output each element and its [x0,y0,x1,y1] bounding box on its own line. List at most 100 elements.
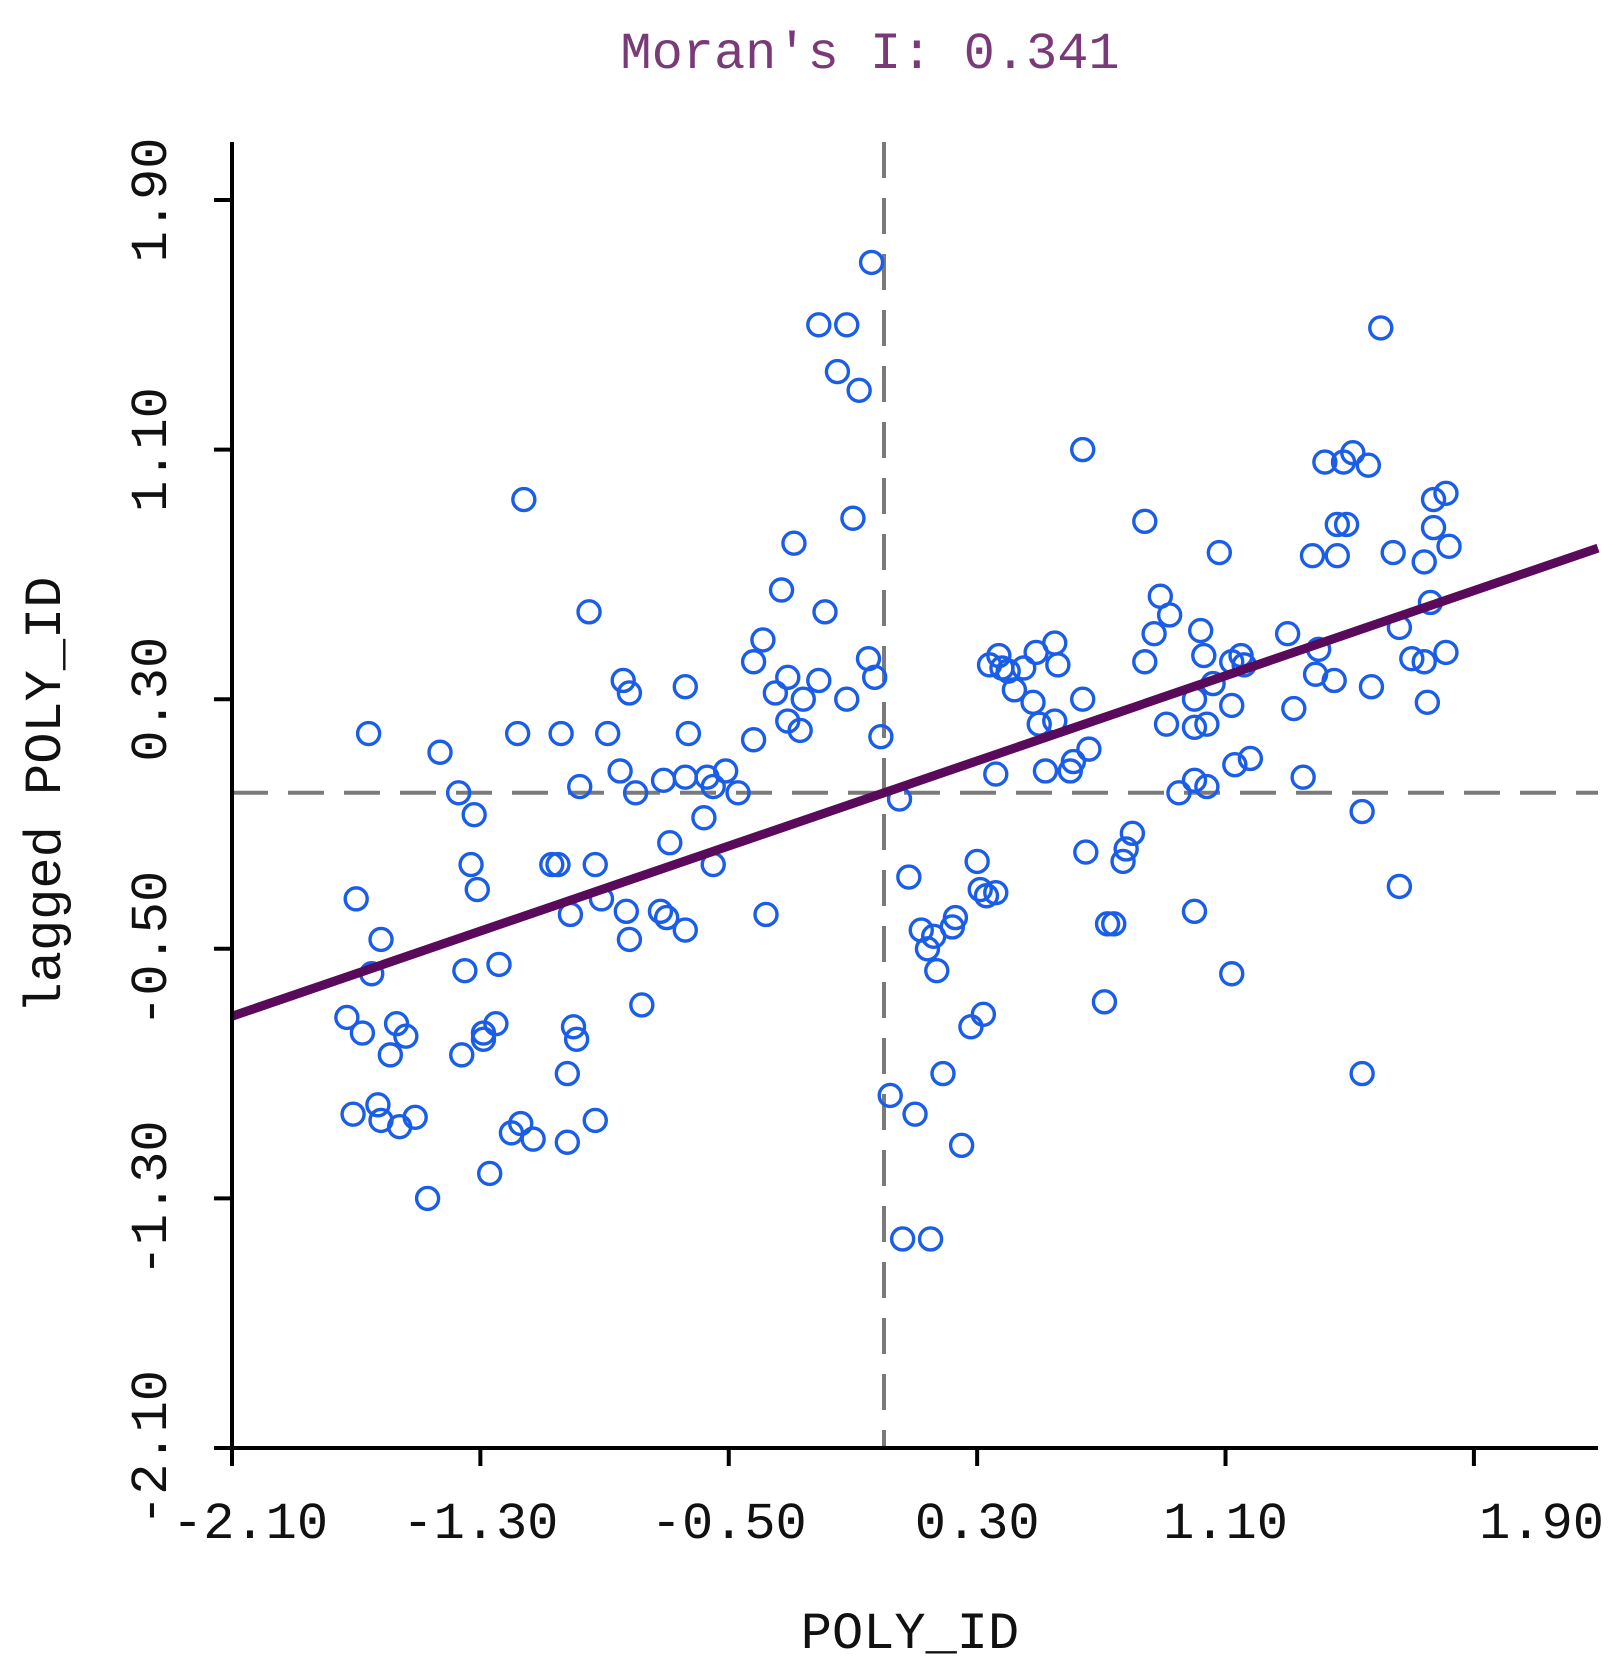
data-point [349,1020,376,1046]
data-point [1368,315,1394,341]
data-point [476,1160,503,1187]
data-point [1113,836,1139,862]
data-point [750,627,776,653]
data-point [700,773,726,800]
data-point [1181,714,1208,740]
data-point [725,780,751,806]
data-point [1070,686,1096,712]
data-point [1153,711,1180,737]
data-point [1119,820,1146,847]
data-point [1355,452,1382,478]
data-point [545,851,571,878]
data-point [964,848,990,875]
data-point [657,830,683,856]
data-point [1020,689,1046,716]
data-point [1349,798,1375,825]
data-point [567,773,593,800]
x-tick-label: 1.10 [1163,1495,1288,1554]
data-point [1274,620,1301,647]
data-point [1023,639,1049,666]
data-point [930,1060,956,1087]
data-point [1411,549,1437,575]
data-point [1032,758,1059,784]
data-point [548,720,574,747]
data-point [675,720,702,747]
data-point [691,805,717,831]
data-point [858,249,885,276]
data-point [1333,511,1360,538]
data-point [939,914,966,940]
data-point [613,898,640,925]
data-point [610,667,636,694]
data-point [812,599,838,625]
x-tick-label: -2.10 [172,1495,328,1554]
y-tick-label: 1.10 [123,387,182,512]
data-point [834,312,860,338]
data-point [834,686,860,712]
x-tick-label: 0.30 [915,1495,1040,1554]
data-point [790,686,816,712]
data-point [1324,542,1350,569]
data-point [1399,645,1425,672]
data-point [889,1226,916,1252]
chart-title: Moran's I: 0.341 [620,25,1119,84]
data-point [616,926,643,953]
data-point [740,649,767,675]
data-point [355,720,382,747]
data-point [343,886,369,912]
x-tick-label: -1.30 [402,1495,558,1554]
data-point [1386,873,1413,900]
data-point [582,851,608,878]
data-point [1281,695,1307,722]
data-point [1091,989,1118,1015]
data-point [560,1014,587,1040]
data-point [464,876,490,903]
data-point [607,758,633,784]
data-point [622,780,649,806]
data-point [1045,652,1071,678]
quadrant-lines [232,142,1598,1448]
x-tick-label: 1.90 [1479,1495,1604,1554]
data-point [427,739,453,765]
y-tick-label: -0.50 [123,871,182,1027]
data-point [504,720,531,747]
data-point [1191,642,1217,669]
data-point [1433,639,1459,666]
data-point [1237,745,1264,772]
y-tick-label: -1.30 [123,1120,182,1276]
data-point [647,898,674,925]
data-point [470,1026,497,1052]
data-point [1070,436,1096,463]
data-point [594,720,621,747]
data-point [1181,767,1208,794]
data-point [672,917,698,943]
data-point [386,1113,413,1140]
data-point [868,723,894,750]
x-axis-ticks: -2.10 -1.30 -0.50 0.30 1.10 1.90 [172,1448,1604,1554]
data-point [806,312,832,338]
data-point [1321,667,1347,694]
data-point [1206,539,1233,566]
data-point [368,926,394,953]
data-point [445,780,472,806]
data-points [334,249,1462,1252]
data-point [1324,511,1350,538]
x-axis-label: POLY_ID [801,1605,1019,1664]
data-point [914,936,941,962]
data-point [650,767,677,794]
data-point [576,599,602,625]
data-point [511,486,537,513]
y-tick-label: 1.90 [123,138,182,263]
data-point [768,577,795,603]
data-point [1219,692,1245,719]
data-point [824,358,851,385]
data-point [1222,752,1248,778]
data-point [1420,514,1447,541]
data-point [948,1132,975,1159]
data-point [520,1126,546,1152]
data-point [563,1026,590,1052]
data-point [762,680,789,706]
data-point [1194,773,1220,800]
data-point [877,1082,903,1109]
